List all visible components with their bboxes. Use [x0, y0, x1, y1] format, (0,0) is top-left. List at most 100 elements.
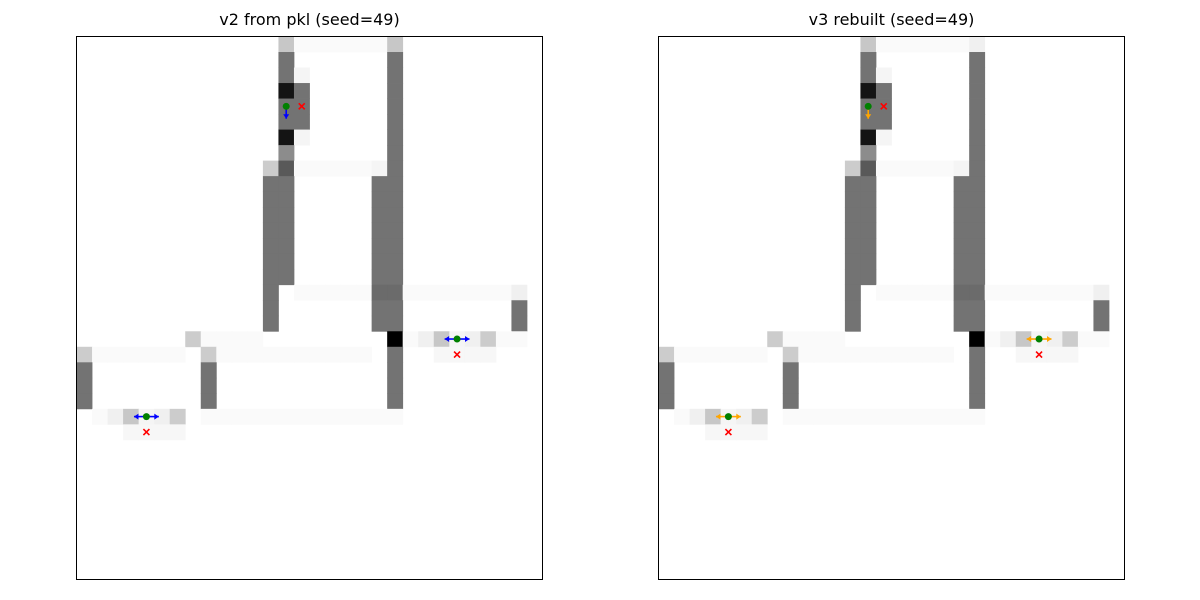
heatmap-cell	[860, 408, 877, 425]
heatmap-cell	[340, 36, 357, 53]
heatmap-cell	[969, 284, 986, 301]
heatmap-cell	[387, 67, 404, 84]
heatmap-cell	[371, 408, 388, 425]
heatmap-cell	[875, 83, 892, 99]
heatmap-cell	[387, 269, 404, 286]
heatmap-cell	[278, 145, 295, 162]
heatmap-cell	[495, 331, 512, 348]
heatmap-cell	[123, 424, 140, 441]
heatmap-cell	[262, 300, 279, 317]
heatmap-cell	[782, 331, 799, 348]
arrow-head	[283, 114, 290, 119]
heatmap-cell	[969, 269, 986, 286]
target-stroke	[880, 102, 888, 110]
heatmap-cell	[387, 253, 404, 270]
heatmap-cell	[844, 284, 861, 301]
heatmap-cell	[860, 207, 877, 224]
heatmap-cell	[829, 346, 846, 363]
heatmap-cell	[123, 346, 140, 363]
heatmap-cell	[891, 346, 908, 363]
heatmap-cell	[200, 377, 217, 394]
heatmap-cell	[371, 253, 388, 270]
heatmap-cell	[371, 176, 388, 193]
heatmap-cell	[953, 191, 970, 208]
heatmap-cell	[1093, 331, 1110, 348]
heatmap-cell	[293, 36, 310, 53]
heatmap-cell	[262, 222, 279, 239]
heatmap-cell	[969, 315, 986, 332]
heatmap-cell	[813, 331, 830, 348]
heatmap-cell	[674, 346, 690, 363]
heatmap-cell	[875, 129, 892, 146]
heatmap-cell	[262, 315, 279, 332]
heatmap-cell	[1062, 284, 1079, 301]
heatmap-cell	[829, 331, 846, 348]
heatmap-cell	[891, 160, 908, 177]
heatmap-cell	[736, 346, 753, 363]
heatmap-cell	[371, 191, 388, 208]
heatmap-cell	[969, 160, 986, 177]
heatmap-cell	[782, 393, 799, 410]
heatmap-cell	[293, 408, 310, 425]
heatmap-cell	[387, 114, 404, 130]
heatmap-cell	[875, 114, 892, 130]
heatmap-cell	[751, 346, 768, 363]
heatmap-cell	[387, 36, 404, 53]
heatmap-cell	[231, 331, 248, 348]
heatmap-cell	[325, 160, 341, 177]
heatmap-cell	[325, 346, 341, 363]
heatmap-cell	[185, 331, 202, 348]
agent-point	[1035, 335, 1043, 343]
heatmap-cell	[154, 424, 171, 441]
heatmap-cell	[278, 253, 295, 270]
heatmap-cell	[922, 36, 939, 53]
heatmap-cell	[123, 408, 140, 425]
heatmap-cell	[387, 222, 404, 239]
heatmap-cell	[340, 408, 357, 425]
heatmap-cell	[922, 160, 939, 177]
heatmap-cell	[860, 222, 877, 239]
heatmap-cell	[969, 67, 986, 84]
heatmap-cell	[76, 377, 93, 394]
heatmap-cell	[262, 191, 279, 208]
heatmap-cell	[325, 408, 341, 425]
heatmap-cell	[495, 284, 512, 301]
heatmap-cell	[844, 253, 861, 270]
heatmap-cell	[860, 176, 877, 193]
heatmap-cell	[278, 67, 295, 84]
heatmap-cell	[1015, 284, 1032, 301]
heatmap-cell	[356, 346, 373, 363]
heatmap-cell	[953, 36, 970, 53]
heatmap-cell	[387, 191, 404, 208]
target-stroke	[298, 102, 306, 110]
heatmap-cell	[387, 377, 404, 394]
heatmap-cell	[751, 408, 768, 425]
heatmap-cell	[844, 222, 861, 239]
heatmap-cell	[891, 284, 908, 301]
heatmap-cell	[860, 52, 877, 68]
heatmap-cell	[138, 346, 155, 363]
heatmap-cell	[200, 408, 217, 425]
heatmap-cell	[371, 36, 388, 53]
heatmap-cell	[844, 176, 861, 193]
heatmap-cell	[200, 362, 217, 379]
heatmap-cell	[875, 346, 892, 363]
heatmap-cell	[860, 238, 877, 255]
heatmap-cell	[953, 315, 970, 332]
heatmap-cell	[387, 129, 404, 146]
heatmap-cell	[875, 67, 892, 84]
heatmap-cell	[356, 408, 373, 425]
heatmap-cell	[969, 253, 986, 270]
heatmap-cell	[969, 98, 986, 115]
heatmap-cell	[278, 269, 295, 286]
heatmap-cell	[736, 424, 753, 441]
arrow-head	[133, 413, 139, 420]
heatmap-cell	[1015, 331, 1032, 348]
heatmap-cell	[247, 346, 264, 363]
heatmap-cell	[371, 269, 388, 286]
heatmap-cell	[247, 408, 264, 425]
heatmap-cell	[953, 222, 970, 239]
heatmap-cell	[969, 207, 986, 224]
